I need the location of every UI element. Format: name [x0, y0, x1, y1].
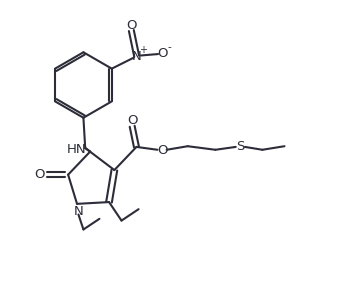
Text: N: N	[74, 205, 84, 218]
Text: HN: HN	[67, 143, 87, 156]
Text: S: S	[236, 140, 244, 153]
Text: O: O	[127, 114, 137, 127]
Text: O: O	[126, 19, 136, 32]
Text: O: O	[34, 168, 45, 181]
Text: -: -	[168, 42, 171, 52]
Text: O: O	[157, 47, 168, 60]
Text: O: O	[157, 144, 167, 157]
Text: N: N	[132, 50, 141, 63]
Text: +: +	[139, 45, 147, 55]
